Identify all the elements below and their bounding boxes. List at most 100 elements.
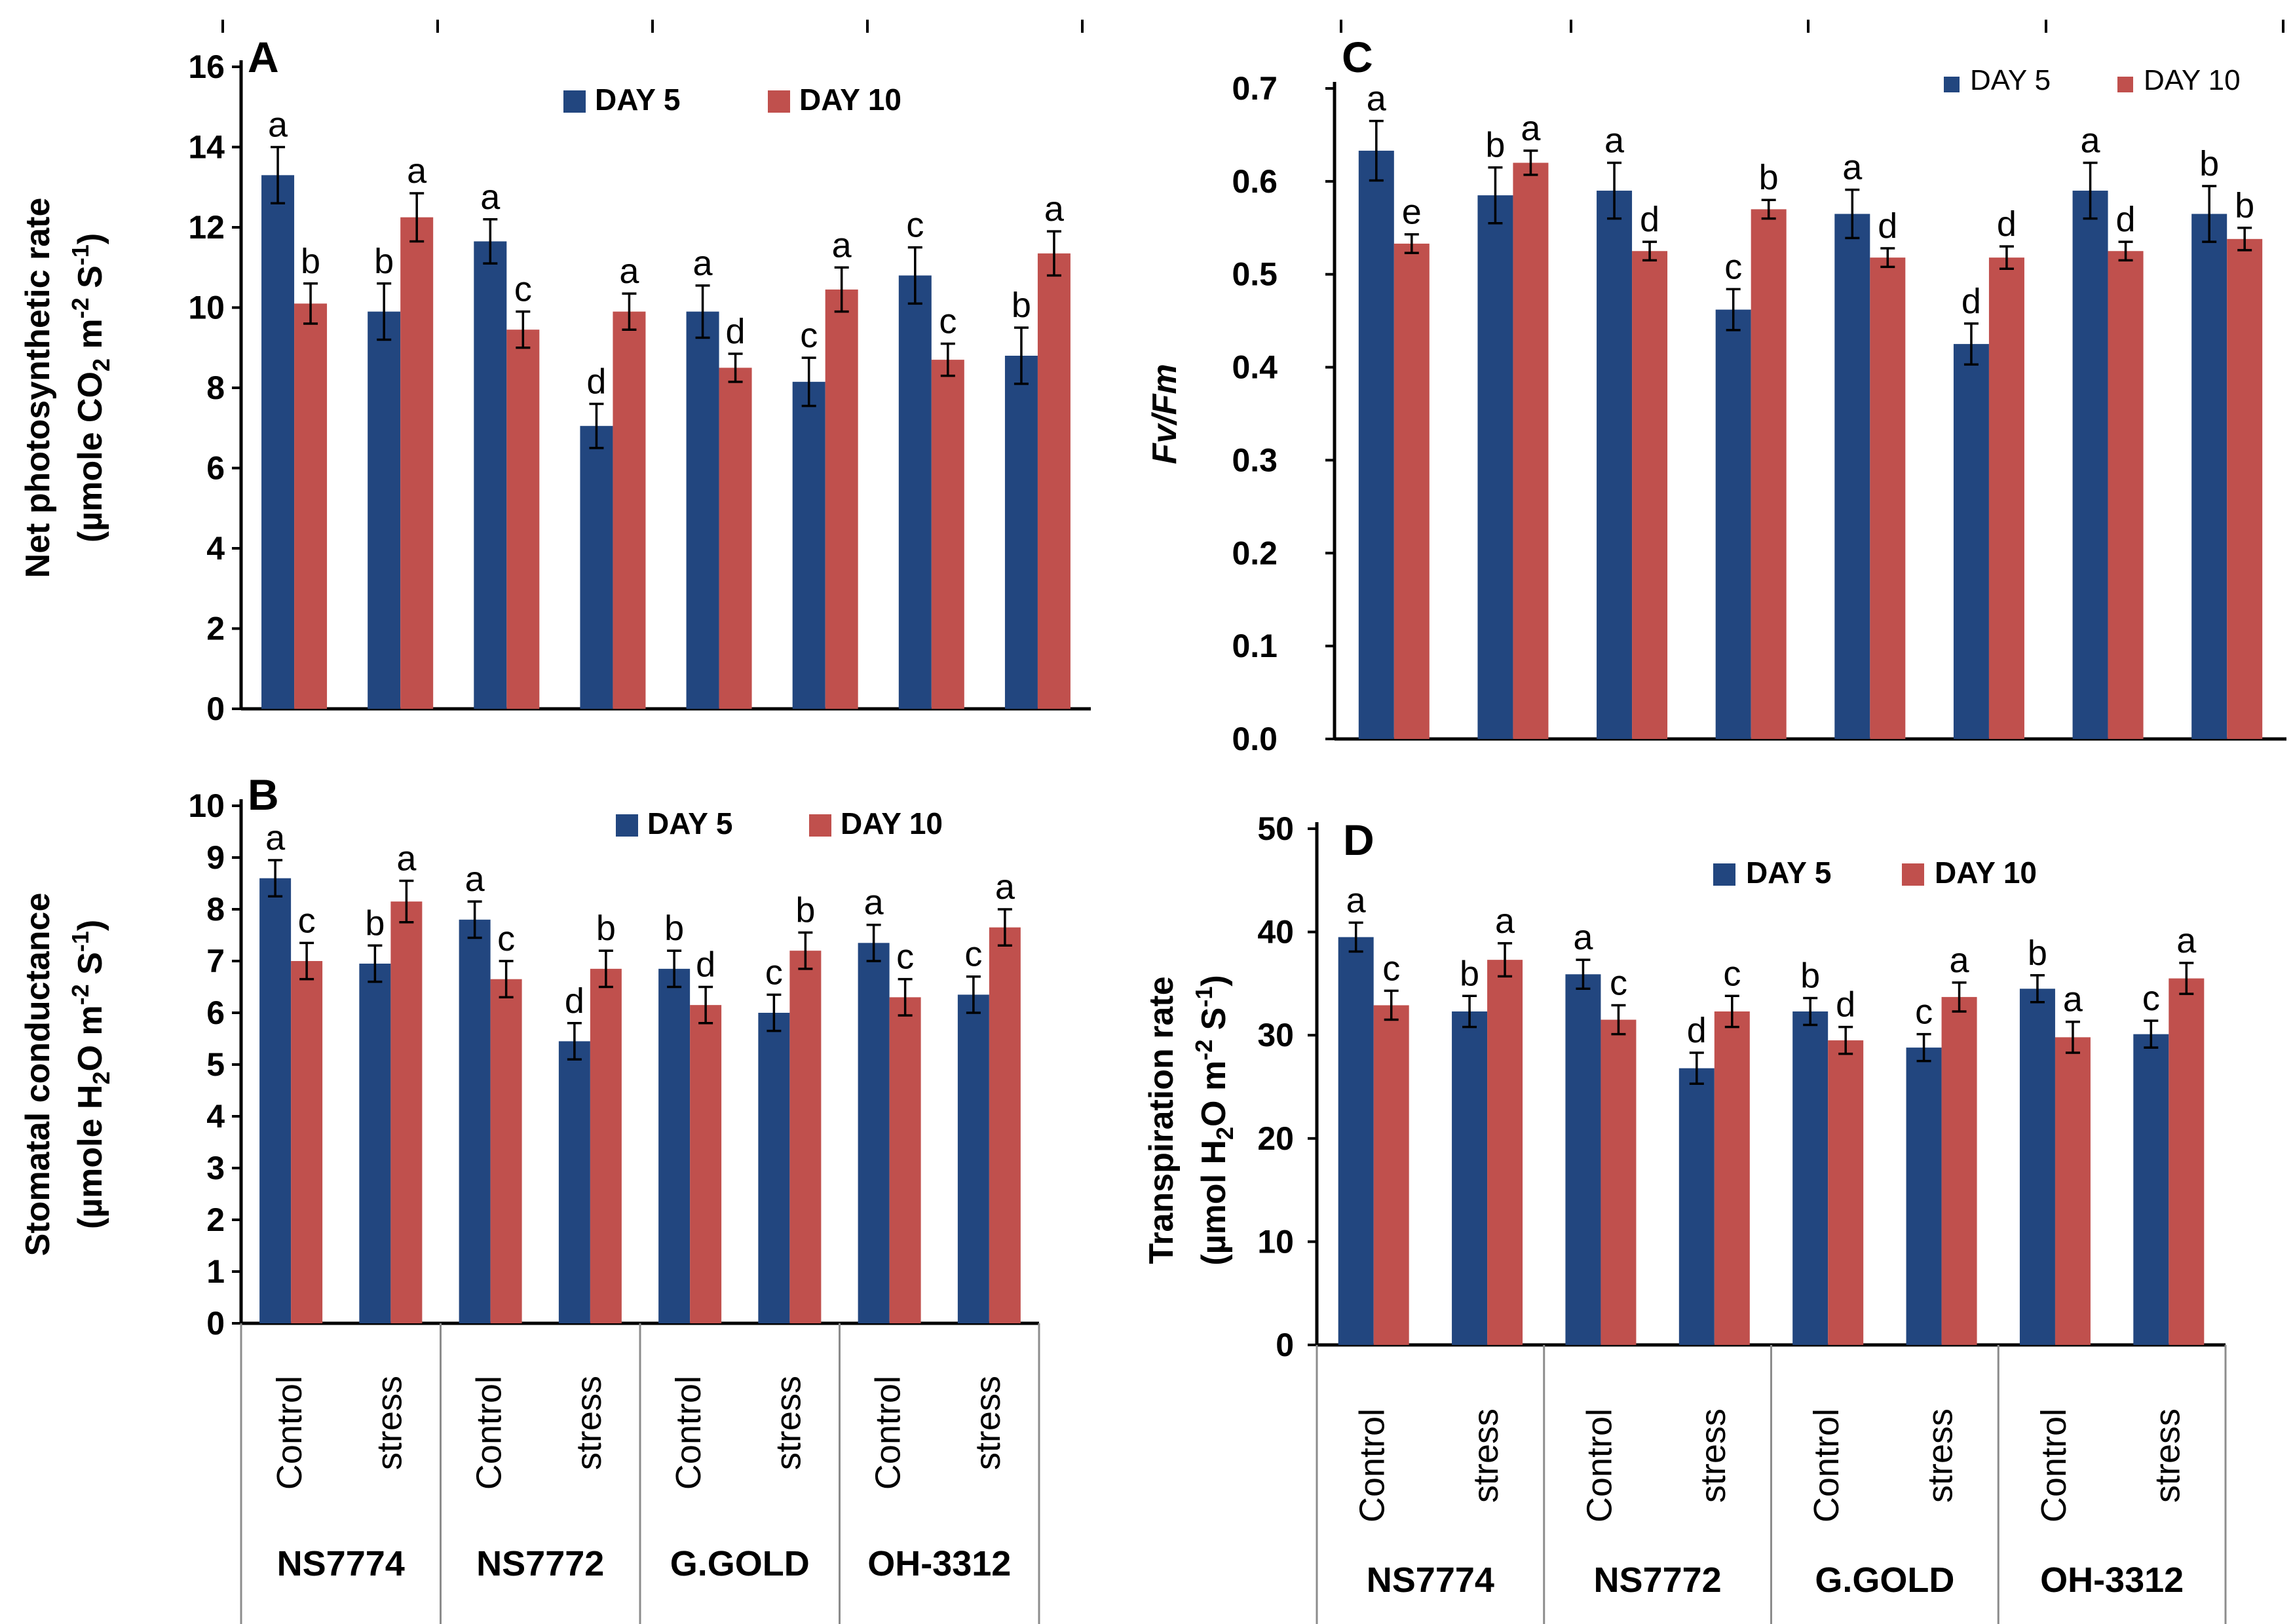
panel-letter: C <box>1342 33 1373 81</box>
significance-letter: a <box>1346 880 1367 920</box>
bar <box>690 1005 722 1323</box>
bar <box>989 927 1021 1323</box>
y-axis-units-part: (µmol H <box>1195 1140 1233 1266</box>
significance-letter: a <box>1044 189 1065 229</box>
bar <box>261 175 295 709</box>
significance-letter: b <box>2028 934 2047 973</box>
bar <box>259 878 292 1323</box>
significance-letter: a <box>1367 79 1387 119</box>
bar <box>789 951 822 1323</box>
y-tick-label: 5 <box>206 1046 225 1083</box>
significance-letter: a <box>1521 109 1541 148</box>
bar <box>825 289 858 709</box>
treatment-label: stress <box>1694 1408 1733 1503</box>
significance-letter: a <box>2063 980 2083 1019</box>
bar <box>1828 1040 1864 1345</box>
y-tick-label: 14 <box>188 129 225 166</box>
panel-a-chart: 0 2 4 6 8 10 12 14 16 Net photosynthetic rate (µmo… <box>19 20 1091 727</box>
treatment-label: stress <box>370 1376 409 1470</box>
bar <box>1373 1005 1409 1345</box>
treatment-label: stress <box>1466 1408 1506 1503</box>
bar <box>1632 251 1668 739</box>
legend-label: DAY 10 <box>841 806 943 840</box>
significance-letter: b <box>1759 158 1779 197</box>
treatment-label: Control <box>2034 1408 2074 1522</box>
significance-letter: b <box>2199 144 2219 183</box>
panel-letter: B <box>248 770 279 819</box>
significance-letter: d <box>2116 200 2136 239</box>
bar <box>1834 214 1870 739</box>
bar <box>792 381 825 709</box>
significance-letter: a <box>1950 941 1970 980</box>
treatment-label: Control <box>1807 1408 1846 1522</box>
y-tick-label: 10 <box>188 787 225 824</box>
y-axis-units-sup: -1 <box>1190 987 1217 1008</box>
y-tick-label: 0.1 <box>1232 628 1278 664</box>
y-axis-units-part: S <box>1195 1008 1233 1040</box>
panel-letter: D <box>1343 816 1374 864</box>
cultivar-label: OH-3312 <box>867 1544 1011 1583</box>
significance-letter: c <box>800 316 818 355</box>
y-axis-units-part: S <box>71 265 109 297</box>
cultivar-label: NS7772 <box>1594 1560 1722 1600</box>
bar <box>1941 996 1977 1345</box>
significance-letter: d <box>1997 204 2017 244</box>
bar <box>1714 1011 1750 1345</box>
treatment-label: stress <box>2148 1408 2187 1503</box>
bar <box>1792 1011 1829 1345</box>
legend-label: DAY 5 <box>1970 64 2051 96</box>
significance-letter: b <box>1800 956 1820 995</box>
legend-swatch <box>768 90 790 113</box>
significance-letter: b <box>2235 186 2254 225</box>
y-axis-title: Net photosynthetic rate <box>19 198 57 578</box>
bar <box>1988 257 2024 739</box>
y-axis-units-sup: -1 <box>67 931 94 952</box>
y-axis-units: (µmole H2O m-2 S-1) <box>67 920 115 1229</box>
y-axis-units-part: (µmole H <box>71 1085 109 1230</box>
significance-letter: d <box>726 312 746 351</box>
significance-letter: a <box>268 105 288 145</box>
bar <box>686 311 719 709</box>
bar <box>1601 1019 1637 1345</box>
legend-swatch <box>2117 77 2133 92</box>
y-axis-title: Transpiration rate <box>1143 976 1181 1264</box>
significance-letter: a <box>693 244 713 283</box>
bar <box>1715 309 1751 739</box>
bar <box>359 963 391 1323</box>
y-tick-label: 30 <box>1257 1017 1294 1053</box>
significance-letter: b <box>795 891 815 930</box>
significance-letter: b <box>1012 286 1031 325</box>
treatment-label: Control <box>270 1376 309 1490</box>
bar <box>294 303 328 709</box>
y-tick-label: 50 <box>1257 810 1294 847</box>
bar <box>2019 989 2055 1345</box>
treatment-label: stress <box>768 1376 808 1470</box>
y-tick-label: 7 <box>206 943 225 979</box>
bar <box>1358 151 1394 739</box>
y-tick-label: 2 <box>206 611 225 647</box>
cultivar-label: NS7774 <box>1367 1560 1494 1600</box>
bar <box>459 919 491 1323</box>
y-tick-label: 3 <box>206 1150 225 1186</box>
treatment-label: Control <box>470 1376 509 1490</box>
bar <box>898 275 932 709</box>
treatment-label: Control <box>1580 1408 1619 1522</box>
significance-letter: a <box>995 867 1015 907</box>
significance-letter: c <box>514 270 532 309</box>
legend-swatch <box>1713 863 1735 886</box>
y-axis-units-sub: 2 <box>1211 1127 1238 1140</box>
cultivar-label: G.GOLD <box>1815 1560 1954 1600</box>
significance-letter: d <box>1961 282 1981 321</box>
significance-letter: c <box>1382 949 1400 988</box>
treatment-label: Control <box>1353 1408 1392 1522</box>
treatment-label: stress <box>968 1376 1008 1470</box>
significance-letter: e <box>1402 193 1422 232</box>
y-tick-label: 0 <box>206 1305 225 1342</box>
y-tick-label: 0.2 <box>1232 535 1278 571</box>
bar <box>1906 1048 1942 1345</box>
y-tick-label: 6 <box>206 994 225 1031</box>
bar <box>1870 257 1906 739</box>
legend-label: DAY 10 <box>799 83 901 117</box>
